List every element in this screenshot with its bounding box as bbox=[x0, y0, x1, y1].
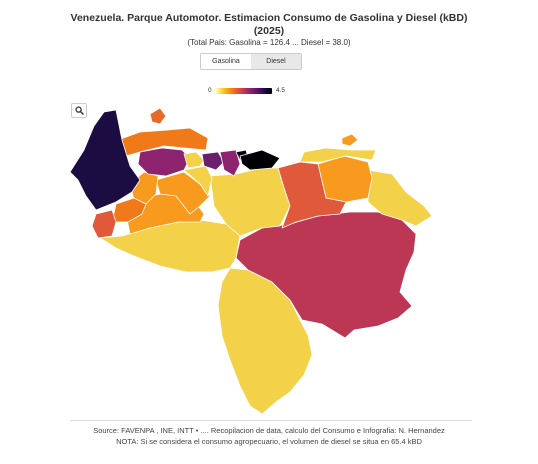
region-cojedes[interactable] bbox=[183, 165, 213, 197]
tab-gasolina[interactable]: Gasolina bbox=[201, 54, 251, 69]
region-yaracuy[interactable] bbox=[183, 151, 205, 169]
region-aragua[interactable] bbox=[219, 149, 241, 177]
region-apure[interactable] bbox=[99, 219, 241, 273]
region-monagas[interactable] bbox=[317, 155, 373, 203]
region-falcon[interactable] bbox=[117, 127, 209, 157]
tab-diesel[interactable]: Diesel bbox=[251, 54, 301, 69]
footer-source: Source: FAVENPA , INE, INTT • .... Recop… bbox=[93, 426, 445, 435]
region-zulia[interactable] bbox=[69, 109, 141, 211]
region-lara[interactable] bbox=[137, 147, 191, 177]
fuel-tabs: Gasolina Diesel bbox=[200, 53, 302, 70]
title-line-1: Venezuela. Parque Automotor. Estimacion … bbox=[70, 12, 468, 24]
legend-color-bar bbox=[216, 88, 272, 94]
region-miranda[interactable] bbox=[239, 149, 281, 171]
region-delta-amacuro[interactable] bbox=[367, 169, 433, 227]
chart-subtitle: (Total Pais: Gasolina = 126.4 ... Diesel… bbox=[187, 38, 351, 47]
title-line-2: (2025) bbox=[253, 25, 285, 37]
footer-divider bbox=[70, 420, 472, 421]
region-tachira[interactable] bbox=[91, 209, 117, 239]
footer-note: NOTA: Si se considera el consumo agropec… bbox=[116, 437, 422, 446]
region-sucre[interactable] bbox=[299, 147, 377, 163]
magnifier-icon bbox=[74, 106, 84, 115]
legend-min-label: 0 bbox=[208, 87, 212, 94]
region-portuguesa[interactable] bbox=[155, 171, 211, 215]
region-carabobo[interactable] bbox=[201, 151, 225, 171]
legend-max-label: 4.5 bbox=[276, 87, 286, 94]
zoom-button[interactable] bbox=[71, 103, 87, 118]
region-falcon-islet[interactable] bbox=[149, 107, 167, 125]
region-nueva-esparta[interactable] bbox=[341, 133, 359, 147]
chart-title: Venezuela. Parque Automotor. Estimacion … bbox=[0, 12, 538, 38]
